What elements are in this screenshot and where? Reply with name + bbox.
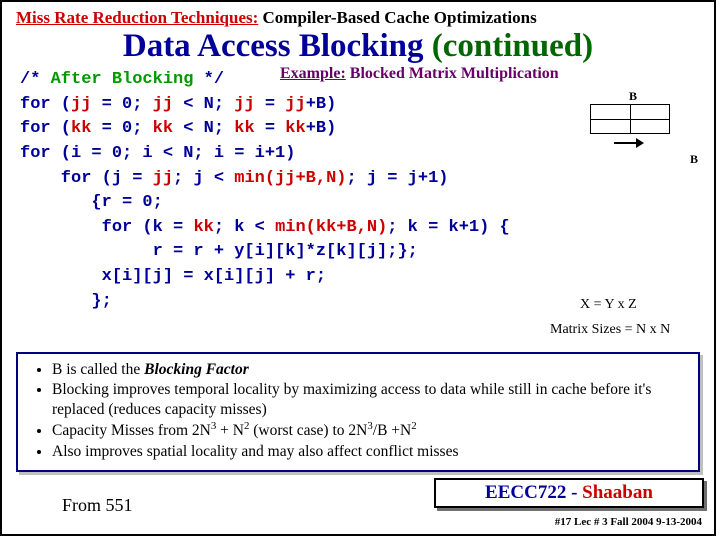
c: };	[20, 292, 112, 311]
diagram-arrow-icon	[614, 138, 644, 148]
c: ; k <	[214, 218, 275, 237]
matrix-size-note: Matrix Sizes = N x N	[550, 322, 670, 338]
c: ; j = j+1)	[346, 169, 448, 188]
source-note: From 551	[62, 495, 133, 516]
c: for (	[20, 95, 71, 114]
c: for (i = 0; i < N; i = i+1)	[20, 144, 295, 163]
bullet-3: Capacity Misses from 2N3 + N2 (worst cas…	[52, 420, 690, 441]
c: kk	[234, 119, 254, 138]
c: kk	[153, 119, 173, 138]
course-code: EECC722	[485, 482, 571, 503]
header-left: Miss Rate Reduction Techniques:	[16, 8, 258, 27]
c: jj	[153, 169, 173, 188]
c: min(kk+B,N)	[275, 218, 387, 237]
c: = 0;	[91, 95, 152, 114]
c: {r = 0;	[20, 193, 163, 212]
bullets-box: B is called the Blocking Factor Blocking…	[16, 352, 700, 472]
c: for (k =	[20, 218, 193, 237]
matrix-diagram: B B	[584, 90, 704, 205]
t: /B +N	[373, 422, 411, 439]
c: jj	[71, 95, 91, 114]
c: x[i][j] = x[i][j] + r;	[20, 267, 326, 286]
c: kk	[71, 119, 91, 138]
course-author: Shaaban	[582, 482, 653, 503]
c: for (	[20, 119, 71, 138]
title-main: Data Access Blocking	[123, 28, 432, 64]
c: jj	[285, 95, 305, 114]
title-continued: (continued)	[432, 28, 593, 64]
c: /*	[20, 70, 51, 89]
diagram-label-b-top: B	[629, 89, 637, 104]
course-box: EECC722 - Shaaban	[434, 478, 704, 508]
t: Blocking Factor	[144, 361, 249, 378]
c: kk	[193, 218, 213, 237]
t: (worst case) to 2N	[249, 422, 367, 439]
c: kk	[285, 119, 305, 138]
diagram-grid	[590, 104, 670, 134]
c: +B)	[306, 95, 337, 114]
c: min(jj+B,N)	[234, 169, 346, 188]
bullet-2: Blocking improves temporal locality by m…	[52, 380, 690, 419]
t: + N	[216, 422, 244, 439]
header-right: Compiler-Based Cache Optimizations	[258, 8, 536, 27]
c: jj	[234, 95, 254, 114]
c: =	[255, 119, 286, 138]
t: B is called the	[52, 361, 144, 378]
c: ; j <	[173, 169, 234, 188]
bullet-4: Also improves spatial locality and may a…	[52, 442, 690, 461]
c: = 0;	[91, 119, 152, 138]
code-block: /* After Blocking */ for (jj = 0; jj < N…	[20, 68, 510, 314]
bullet-1: B is called the Blocking Factor	[52, 360, 690, 379]
c: r = r + y[i][k]*z[k][j];};	[20, 242, 418, 261]
dash: -	[571, 482, 582, 503]
lecture-info: #17 Lec # 3 Fall 2004 9-13-2004	[555, 516, 702, 528]
c: =	[255, 95, 286, 114]
c: +B)	[306, 119, 337, 138]
c: < N;	[173, 119, 234, 138]
c: */	[193, 70, 224, 89]
equation-note: X = Y x Z	[580, 297, 637, 313]
header: Miss Rate Reduction Techniques: Compiler…	[16, 8, 700, 28]
page-title: Data Access Blocking (continued)	[2, 28, 714, 65]
t: Capacity Misses from 2N	[52, 422, 211, 439]
c: After Blocking	[51, 70, 194, 89]
c: ; k = k+1) {	[387, 218, 509, 237]
diagram-label-b-side: B	[690, 152, 698, 167]
c: jj	[153, 95, 173, 114]
c: < N;	[173, 95, 234, 114]
c: for (j =	[20, 169, 153, 188]
